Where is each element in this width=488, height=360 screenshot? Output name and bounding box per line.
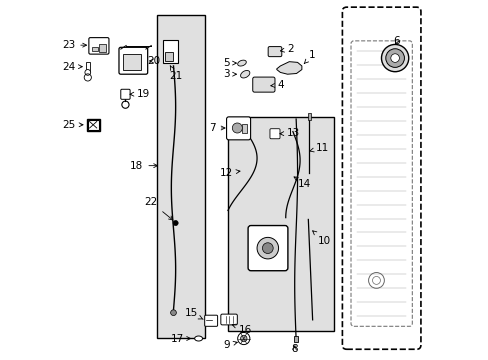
- Text: 22: 22: [144, 197, 172, 220]
- Circle shape: [390, 54, 399, 62]
- Ellipse shape: [237, 60, 246, 66]
- Polygon shape: [276, 62, 301, 74]
- Text: 13: 13: [279, 129, 300, 138]
- Circle shape: [381, 44, 408, 72]
- Polygon shape: [88, 120, 99, 130]
- Text: 18: 18: [130, 161, 157, 171]
- Text: 20: 20: [147, 56, 160, 66]
- Text: 12: 12: [219, 168, 240, 178]
- Circle shape: [262, 243, 273, 253]
- Text: 2: 2: [280, 44, 293, 54]
- Bar: [228, 117, 333, 330]
- Text: 7: 7: [209, 123, 224, 133]
- Bar: [307, 113, 310, 120]
- Text: 21: 21: [169, 66, 182, 81]
- Text: 23: 23: [62, 40, 86, 50]
- Circle shape: [170, 310, 176, 316]
- FancyBboxPatch shape: [119, 47, 147, 74]
- Text: 14: 14: [293, 177, 311, 189]
- Bar: [123, 54, 141, 69]
- Bar: [293, 336, 298, 342]
- Circle shape: [232, 123, 242, 133]
- Bar: [99, 44, 105, 51]
- Circle shape: [257, 237, 278, 259]
- FancyBboxPatch shape: [342, 7, 420, 349]
- Bar: [86, 62, 89, 72]
- Bar: [242, 124, 246, 133]
- Text: 9: 9: [223, 340, 237, 350]
- FancyBboxPatch shape: [269, 129, 280, 139]
- FancyBboxPatch shape: [267, 46, 281, 57]
- Bar: [92, 46, 98, 51]
- Circle shape: [385, 49, 404, 67]
- FancyBboxPatch shape: [89, 38, 109, 54]
- Ellipse shape: [194, 336, 202, 341]
- Bar: [163, 40, 178, 63]
- Text: 3: 3: [223, 69, 236, 79]
- Text: 25: 25: [62, 120, 83, 130]
- Text: 24: 24: [62, 62, 82, 72]
- FancyBboxPatch shape: [121, 89, 130, 99]
- Bar: [156, 15, 204, 338]
- Text: 1: 1: [304, 50, 315, 64]
- Text: 19: 19: [130, 89, 150, 99]
- Text: 6: 6: [393, 36, 400, 46]
- FancyBboxPatch shape: [226, 117, 250, 140]
- Bar: [86, 119, 100, 131]
- Text: 15: 15: [184, 309, 203, 319]
- Circle shape: [173, 221, 178, 226]
- Text: 16: 16: [232, 324, 252, 334]
- Circle shape: [240, 335, 246, 342]
- FancyBboxPatch shape: [204, 315, 217, 326]
- Text: 8: 8: [290, 344, 297, 354]
- Ellipse shape: [240, 71, 249, 78]
- Circle shape: [237, 332, 249, 345]
- FancyBboxPatch shape: [247, 226, 287, 271]
- Text: 5: 5: [223, 58, 236, 68]
- Bar: [164, 51, 172, 60]
- FancyBboxPatch shape: [350, 41, 411, 326]
- Text: 4: 4: [270, 80, 284, 90]
- Text: 17: 17: [171, 333, 190, 343]
- FancyBboxPatch shape: [252, 77, 274, 92]
- Text: 11: 11: [309, 143, 328, 153]
- Text: 10: 10: [312, 231, 330, 246]
- Circle shape: [85, 69, 90, 75]
- FancyBboxPatch shape: [221, 314, 237, 325]
